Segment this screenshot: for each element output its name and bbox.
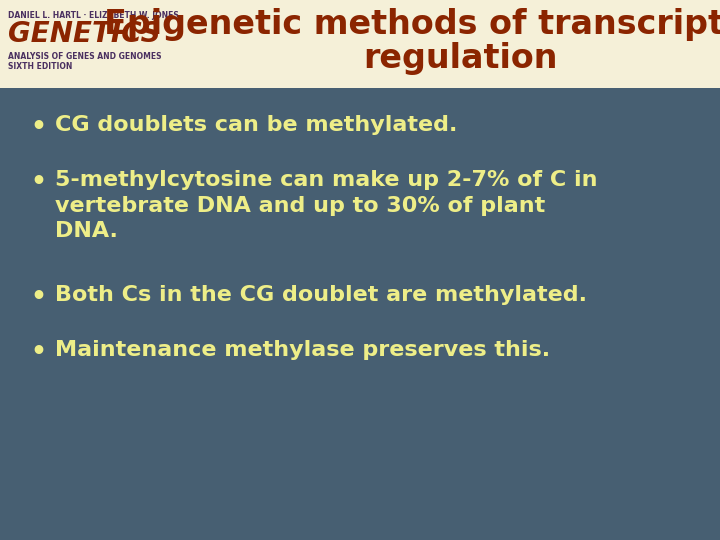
Text: DANIEL L. HARTL · ELIZABETH W. JONES: DANIEL L. HARTL · ELIZABETH W. JONES <box>8 11 179 20</box>
Text: Both Cs in the CG doublet are methylated.: Both Cs in the CG doublet are methylated… <box>55 285 587 305</box>
Text: 5-methylcytosine can make up 2-7% of C in
vertebrate DNA and up to 30% of plant
: 5-methylcytosine can make up 2-7% of C i… <box>55 170 598 241</box>
Text: •: • <box>30 340 46 364</box>
Text: GENETICS: GENETICS <box>8 20 161 48</box>
Text: •: • <box>30 285 46 309</box>
Text: •: • <box>30 115 46 139</box>
Text: Epigenetic methods of transcriptional: Epigenetic methods of transcriptional <box>104 8 720 41</box>
Text: SIXTH EDITION: SIXTH EDITION <box>8 62 73 71</box>
Text: CG doublets can be methylated.: CG doublets can be methylated. <box>55 115 457 135</box>
Text: ANALYSIS OF GENES AND GENOMES: ANALYSIS OF GENES AND GENOMES <box>8 52 161 61</box>
Bar <box>0 88 720 96</box>
Text: regulation: regulation <box>363 42 557 75</box>
Text: •: • <box>30 170 46 194</box>
Text: Maintenance methylase preserves this.: Maintenance methylase preserves this. <box>55 340 550 360</box>
Bar <box>0 0 720 88</box>
